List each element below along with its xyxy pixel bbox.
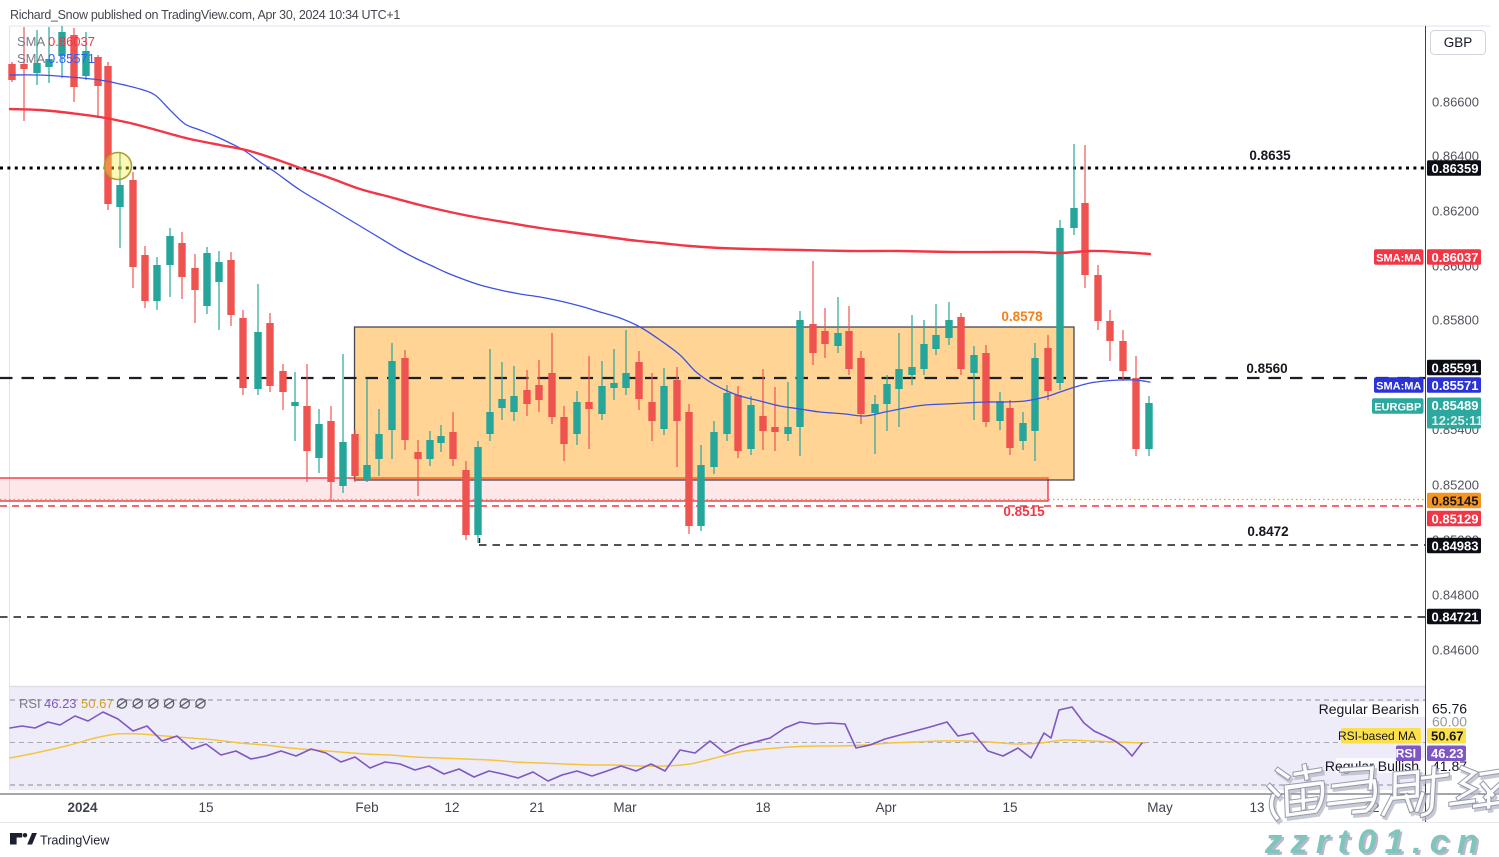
svg-text:0.85129: 0.85129 — [1432, 511, 1479, 526]
svg-text:50.67: 50.67 — [81, 696, 114, 711]
svg-text:0.86600: 0.86600 — [1432, 95, 1479, 110]
svg-text:0.84600: 0.84600 — [1432, 643, 1479, 658]
svg-text:13: 13 — [1249, 800, 1264, 815]
svg-text:SMA:MA: SMA:MA — [1376, 252, 1421, 264]
svg-text:0.85200: 0.85200 — [1432, 478, 1479, 493]
svg-text:0.84800: 0.84800 — [1432, 588, 1479, 603]
svg-text:0.85489: 0.85489 — [1432, 398, 1479, 413]
svg-text:12:25:11: 12:25:11 — [1432, 413, 1483, 428]
svg-text:0.84721: 0.84721 — [1432, 609, 1479, 624]
svg-text:Apr: Apr — [875, 800, 897, 815]
svg-text:zzrt01.cn: zzrt01.cn — [1264, 823, 1486, 857]
svg-text:0.85800: 0.85800 — [1432, 313, 1479, 328]
svg-text:0.8515: 0.8515 — [1003, 504, 1045, 519]
svg-text:0.8635: 0.8635 — [1249, 148, 1291, 163]
svg-text:May: May — [1147, 800, 1173, 815]
svg-text:SMA: SMA — [17, 51, 46, 66]
svg-text:0.86400: 0.86400 — [1432, 149, 1479, 164]
svg-text:21: 21 — [529, 800, 544, 815]
svg-text:SMA:MA: SMA:MA — [1376, 380, 1421, 392]
svg-text:Mar: Mar — [613, 800, 637, 815]
svg-text:0.86359: 0.86359 — [1432, 161, 1479, 176]
svg-text:18: 18 — [755, 800, 770, 815]
svg-text:RSI: RSI — [19, 696, 41, 711]
svg-text:65.76: 65.76 — [1432, 701, 1467, 717]
svg-text:0.86037: 0.86037 — [48, 34, 95, 49]
svg-text:15: 15 — [1002, 800, 1017, 815]
svg-text:0.85145: 0.85145 — [1432, 493, 1479, 508]
svg-text:0.8578: 0.8578 — [1001, 309, 1043, 324]
svg-text:0.85571: 0.85571 — [1432, 378, 1479, 393]
svg-text:0.85571: 0.85571 — [48, 51, 95, 66]
svg-text:0.84983: 0.84983 — [1432, 538, 1479, 553]
svg-text:50.67: 50.67 — [1431, 729, 1464, 744]
svg-text:0.85591: 0.85591 — [1432, 360, 1479, 375]
svg-text:0.8472: 0.8472 — [1247, 524, 1288, 539]
svg-text:RSI-based MA: RSI-based MA — [1338, 729, 1416, 743]
svg-text:TradingView: TradingView — [40, 834, 110, 848]
svg-text:60.00: 60.00 — [1432, 714, 1467, 730]
svg-text:zzrt01.cn: zzrt01.cn — [1266, 825, 1488, 857]
svg-text:GBP: GBP — [1444, 35, 1473, 50]
svg-text:15: 15 — [198, 800, 213, 815]
svg-text:12: 12 — [444, 800, 459, 815]
svg-text:Feb: Feb — [355, 800, 378, 815]
svg-text:Regular Bearish: Regular Bearish — [1319, 701, 1419, 717]
svg-text:RSI: RSI — [1396, 747, 1417, 761]
svg-text:46.23: 46.23 — [1431, 746, 1464, 761]
svg-text:EURGBP: EURGBP — [1374, 401, 1421, 413]
svg-text:41.87: 41.87 — [1432, 758, 1467, 774]
svg-text:2024: 2024 — [67, 800, 98, 815]
svg-text:SMA: SMA — [17, 34, 46, 49]
svg-text:Richard_Snow published on Trad: Richard_Snow published on TradingView.co… — [10, 8, 400, 22]
svg-text:0.8560: 0.8560 — [1246, 361, 1287, 376]
svg-text:0.86200: 0.86200 — [1432, 204, 1479, 219]
svg-text:0.86037: 0.86037 — [1432, 250, 1479, 265]
svg-text:46.23: 46.23 — [44, 696, 77, 711]
